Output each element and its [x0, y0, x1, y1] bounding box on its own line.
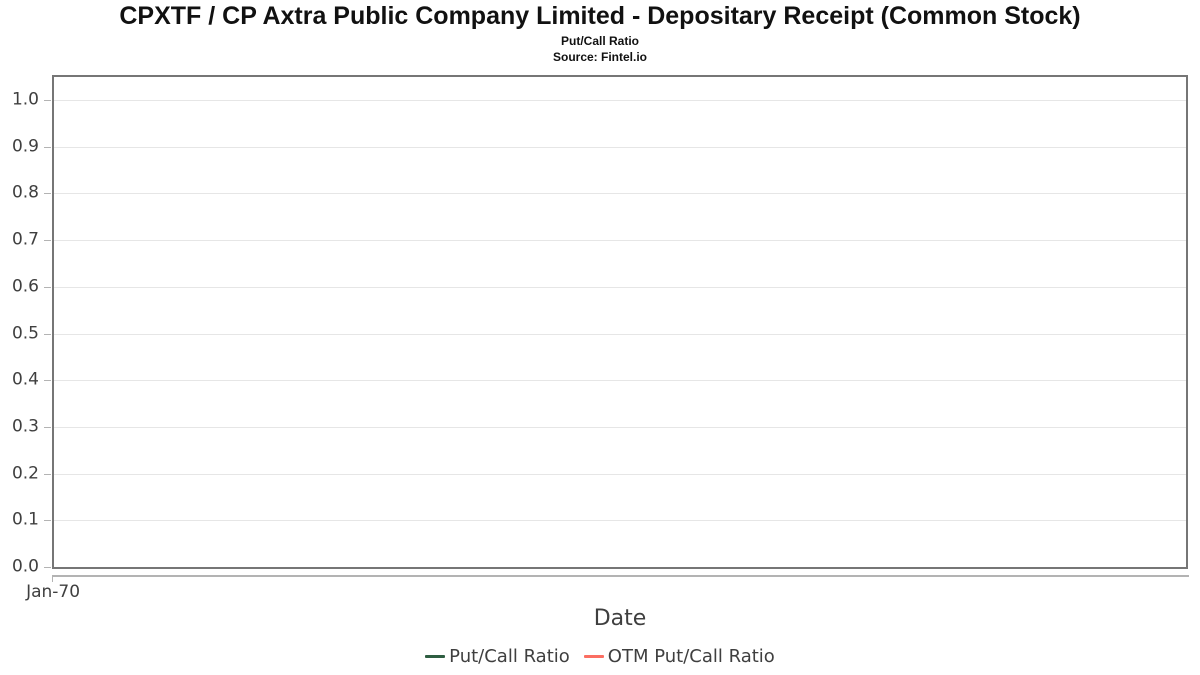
- y-tick-label: 0.2: [11, 463, 39, 484]
- y-tick-label: 0.7: [11, 229, 39, 250]
- gridline: [54, 380, 1186, 381]
- y-tick-mark: [44, 287, 51, 288]
- put-call-ratio-line-swatch: [425, 655, 446, 658]
- gridline: [54, 334, 1186, 335]
- y-tick-mark: [44, 567, 51, 568]
- x-tick-label: Jan-70: [26, 582, 81, 602]
- legend: Put/Call Ratio OTM Put/Call Ratio: [0, 646, 1200, 667]
- gridline: [54, 193, 1186, 194]
- otm-put-call-ratio-line-swatch: [583, 655, 604, 658]
- x-axis-title: Date: [593, 606, 647, 631]
- y-tick-mark: [44, 520, 51, 521]
- y-tick-label: 0.1: [11, 509, 39, 530]
- y-tick-label: 0.3: [11, 416, 39, 437]
- gridline: [54, 520, 1186, 521]
- gridline: [54, 240, 1186, 241]
- gridline: [54, 100, 1186, 101]
- legend-item-otm-put-call-ratio[interactable]: OTM Put/Call Ratio: [583, 646, 775, 667]
- y-tick-label: 0.5: [11, 323, 39, 344]
- y-tick-label: 0.0: [11, 556, 39, 577]
- y-tick-label: 0.6: [11, 276, 39, 297]
- y-tick-mark: [44, 193, 51, 194]
- x-axis-line: [52, 575, 1189, 577]
- y-tick-mark: [44, 334, 51, 335]
- plot-area: [52, 75, 1188, 569]
- chart-subtitle: Put/Call Ratio: [560, 34, 639, 48]
- gridline: [54, 287, 1186, 288]
- gridline: [54, 427, 1186, 428]
- y-tick-mark: [44, 380, 51, 381]
- y-tick-label: 0.8: [11, 182, 39, 203]
- y-tick-mark: [44, 100, 51, 101]
- y-tick-mark: [44, 427, 51, 428]
- gridline: [54, 147, 1186, 148]
- y-tick-mark: [44, 240, 51, 241]
- y-tick-mark: [44, 474, 51, 475]
- y-axis: 0.0 0.1 0.2 0.3 0.4 0.5 0.6 0.7 0.8 0.9 1.0: [0, 75, 52, 577]
- legend-label: OTM Put/Call Ratio: [607, 646, 775, 667]
- y-tick-label: 0.9: [11, 136, 39, 157]
- chart-title: CPXTF / CP Axtra Public Company Limited …: [119, 2, 1081, 30]
- y-tick-label: 1.0: [11, 89, 39, 110]
- x-tick-mark: [52, 577, 53, 582]
- y-tick-label: 0.4: [11, 369, 39, 390]
- legend-item-put-call-ratio[interactable]: Put/Call Ratio: [425, 646, 570, 667]
- y-tick-mark: [44, 147, 51, 148]
- gridline: [54, 474, 1186, 475]
- chart-source: Source: Fintel.io: [552, 50, 647, 64]
- legend-label: Put/Call Ratio: [449, 646, 570, 667]
